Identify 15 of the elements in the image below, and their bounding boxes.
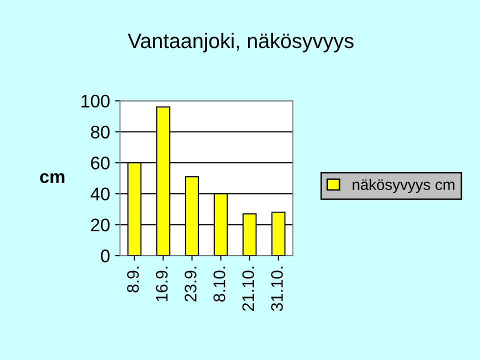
y-axis-title: cm [40,173,64,184]
chart-title: Vantaanjoki, näkösyvyys [128,32,354,52]
y-tick-label: 80 [90,126,110,138]
x-tick-label: 23.9. [184,266,196,302]
x-tick-label: 8.10. [213,266,226,302]
x-tick-label: 8.9. [127,266,139,292]
x-tick-label: 21.10. [242,266,254,311]
y-tick-label: 0 [100,250,110,262]
y-tick-label: 40 [90,188,110,200]
x-tick-label: 31.10. [271,266,283,312]
legend-label: näkösyvyys cm [352,178,454,194]
x-tick-label: 16.9. [156,266,168,302]
y-tick-label: 20 [91,218,110,232]
y-tick-label: 100 [82,94,110,108]
y-tick-label: 60 [91,156,110,170]
